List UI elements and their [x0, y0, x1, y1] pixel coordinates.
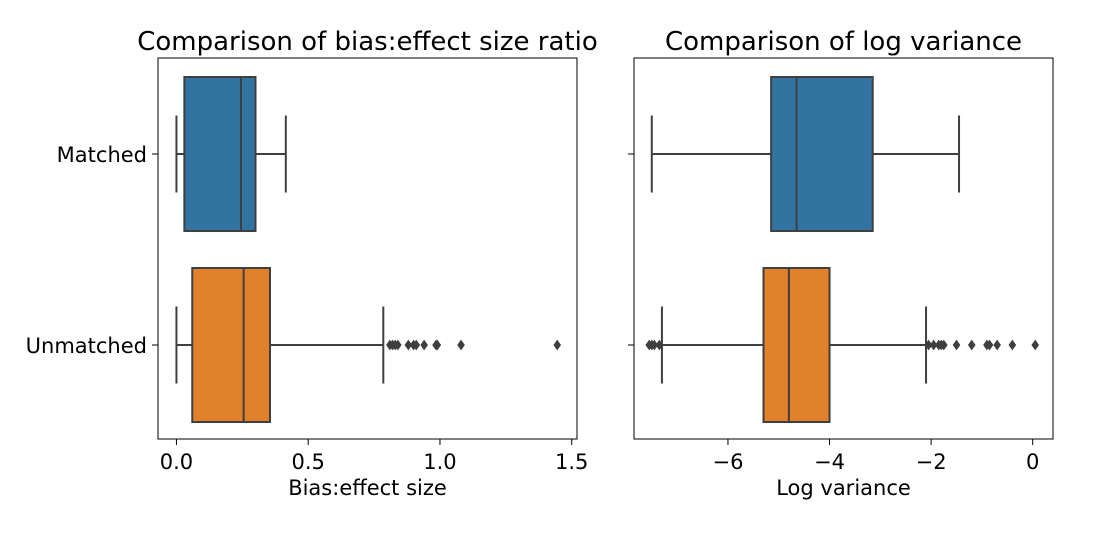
box-matched	[183, 76, 257, 232]
outlier-point	[553, 339, 562, 351]
x-tick-labels: −6 −4 −2 0	[712, 450, 1039, 474]
x-tick-label: −6	[712, 450, 743, 474]
y-tick-labels: Matched Unmatched	[26, 143, 147, 358]
y-tick-label-unmatched: Unmatched	[26, 334, 147, 358]
plot-frame	[157, 57, 578, 440]
outlier-point	[985, 339, 994, 351]
x-tick-label: 1.5	[555, 450, 588, 474]
outlier-point	[655, 339, 664, 351]
x-tick-label: 0.5	[292, 450, 325, 474]
axis-ticks	[628, 153, 1034, 445]
x-tick-labels: 0.0 0.5 1.0 1.5	[160, 450, 589, 474]
outlier-point	[457, 339, 465, 351]
chart-left: Comparison of bias:effect size ratio Bia…	[26, 27, 598, 500]
box-marks	[645, 76, 1040, 423]
outlier-point	[650, 339, 659, 351]
x-axis-label: Bias:effect size	[288, 476, 447, 500]
x-tick-label: 0	[1026, 450, 1039, 474]
x-axis-label: Log variance	[776, 476, 911, 500]
outlier-point	[929, 339, 938, 351]
outlier-point	[393, 339, 402, 351]
x-tick-label: 0.0	[160, 450, 193, 474]
outlier-point	[924, 339, 933, 351]
x-tick-label: −4	[814, 450, 845, 474]
outlier-point	[404, 339, 413, 351]
box-matched	[770, 76, 874, 232]
outlier-point	[1031, 339, 1040, 351]
outlier-point	[952, 339, 961, 351]
chart-title: Comparison of bias:effect size ratio	[137, 27, 598, 57]
x-tick-label: 1.0	[423, 450, 456, 474]
outlier-point	[993, 339, 1001, 351]
box-marks	[175, 76, 562, 423]
outlier-point	[1008, 339, 1017, 351]
outlier-point	[939, 339, 948, 351]
y-tick-label-matched: Matched	[57, 143, 147, 167]
chart-title: Comparison of log variance	[665, 27, 1022, 57]
chart-right: Comparison of log variance Log variance …	[628, 27, 1054, 500]
outlier-point	[420, 339, 428, 351]
box-unmatched	[191, 267, 271, 423]
x-tick-label: −2	[916, 450, 947, 474]
outlier-point	[433, 339, 442, 351]
outlier-point	[967, 339, 976, 351]
outlier-point	[412, 339, 421, 351]
plot-frame	[633, 57, 1054, 440]
axis-ticks	[152, 153, 573, 445]
box-unmatched	[762, 267, 831, 423]
